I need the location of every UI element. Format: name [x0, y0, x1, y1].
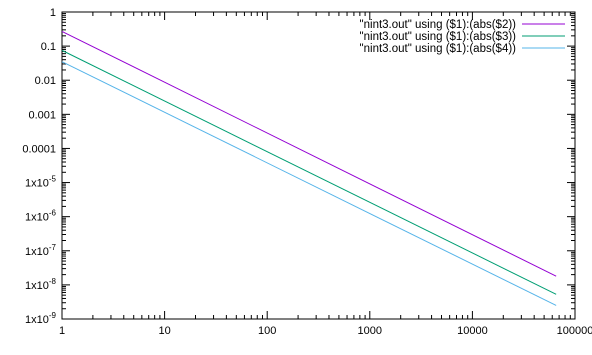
y-tick-label: 0.001 — [28, 109, 56, 121]
legend-label: "nint3.out" using ($1):(abs($4)) — [360, 43, 517, 55]
legend: "nint3.out" using ($1):(abs($2))"nint3.o… — [360, 19, 565, 55]
x-tick-label: 100000 — [557, 325, 592, 337]
legend-label: "nint3.out" using ($1):(abs($2)) — [360, 19, 517, 31]
y-tick-label: 0.1 — [41, 41, 56, 53]
y-tick-label: 1 — [50, 7, 56, 19]
y-tick-label: 1x10-5 — [25, 175, 57, 190]
y-tick-label: 1x10-6 — [25, 209, 57, 224]
series-lines — [61, 30, 557, 306]
ticks: 1 10 100 1000 10000 100000 1 0.1 0.01 0.001 0.0001… — [22, 7, 592, 337]
series-line — [61, 49, 557, 295]
y-tick-label: 1x10-9 — [25, 311, 57, 326]
y-tick-label: 0.01 — [35, 75, 56, 87]
series-line — [61, 61, 557, 306]
y-tick-label: 0.0001 — [22, 143, 56, 155]
plot-frame — [61, 11, 576, 320]
x-tick-label: 10 — [158, 325, 170, 337]
x-tick-label: 1000 — [358, 325, 382, 337]
x-tick-label: 10000 — [457, 325, 488, 337]
series-line — [61, 30, 557, 277]
x-tick-label: 100 — [258, 325, 276, 337]
y-tick-label: 1x10-8 — [25, 277, 57, 292]
y-tick-label: 1x10-7 — [25, 243, 57, 258]
legend-label: "nint3.out" using ($1):(abs($3)) — [360, 31, 517, 43]
x-tick-label: 1 — [59, 325, 65, 337]
